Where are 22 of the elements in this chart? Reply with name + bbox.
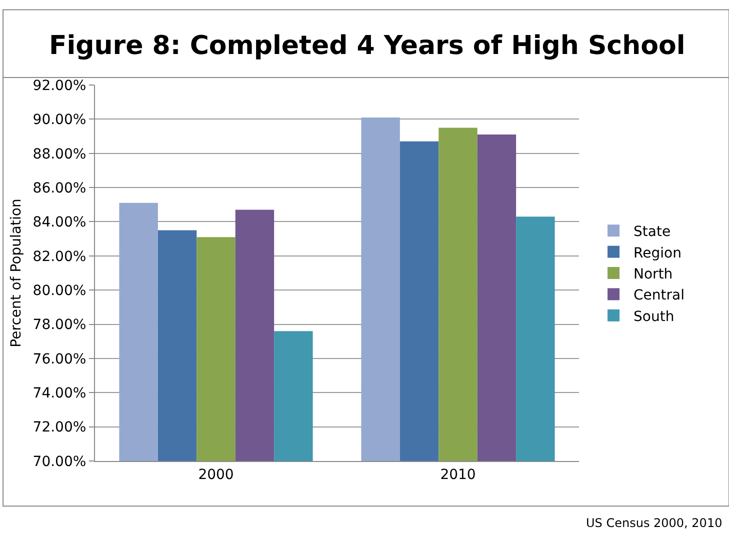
y-tick-label: 90.00%	[32, 112, 86, 128]
legend-label: North	[634, 266, 673, 282]
y-tick-label: 88.00%	[32, 146, 86, 162]
y-tick-label: 86.00%	[32, 180, 86, 196]
legend-label: Region	[634, 245, 682, 262]
text: US Census 2000, 2010	[586, 516, 722, 530]
y-tick-label: 76.00%	[32, 351, 86, 368]
legend-label: South	[634, 308, 674, 325]
y-tick-label: 92.00%	[32, 78, 86, 94]
y-axis-title: Percent of Population	[8, 198, 24, 348]
y-tick-label: 74.00%	[32, 386, 86, 402]
y-tick-label: 84.00%	[32, 214, 86, 231]
x-tick-label: 2010	[440, 466, 476, 483]
legend-label: State	[634, 224, 671, 240]
y-tick-label: 72.00%	[32, 420, 86, 436]
y-tick-label: 78.00%	[32, 317, 86, 334]
y-tick-label: 80.00%	[32, 282, 86, 299]
y-tick-label: 70.00%	[32, 454, 86, 470]
legend-label: Central	[634, 288, 685, 304]
chart-title: Figure 8: Completed 4 Years of High School	[49, 31, 686, 61]
y-tick-label: 82.00%	[32, 248, 86, 265]
x-tick-label: 2000	[198, 466, 234, 483]
